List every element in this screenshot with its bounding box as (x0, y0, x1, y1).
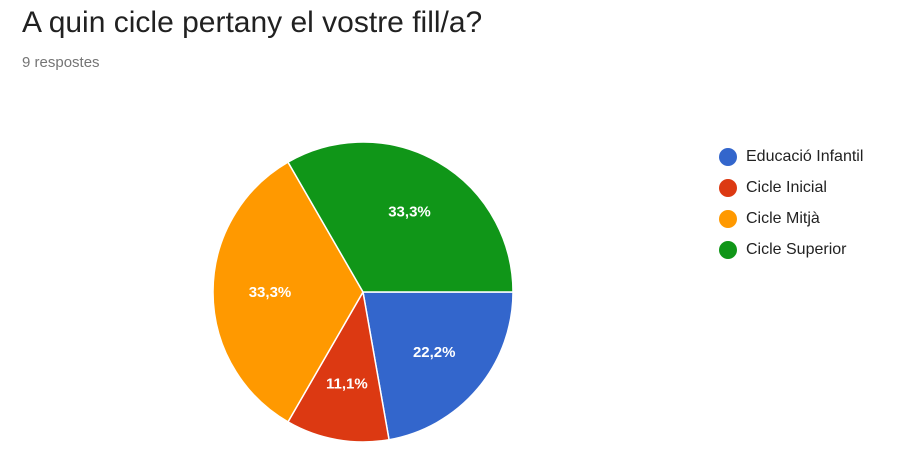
slice-label: 33,3% (388, 203, 431, 220)
legend-swatch-icon (719, 178, 737, 197)
response-count: 9 respostes (22, 54, 100, 71)
pie-slice-educaci-infantil[interactable] (362, 291, 514, 441)
legend-swatch-icon (719, 240, 737, 259)
chart-title: A quin cicle pertany el vostre fill/a? (22, 6, 483, 39)
legend-label: Cicle Superior (746, 240, 847, 258)
legend-label: Cicle Mitjà (746, 209, 820, 227)
legend-item[interactable]: Educació Infantil (719, 141, 863, 172)
slice-label: 33,3% (249, 284, 292, 301)
legend-swatch-icon (719, 147, 737, 166)
pie-slice-cicle-inicial[interactable] (286, 289, 390, 443)
pie-slice-cicle-mitj-[interactable] (212, 161, 364, 423)
legend-label: Educació Infantil (746, 147, 864, 165)
legend-item[interactable]: Cicle Superior (719, 234, 863, 265)
legend-label: Cicle Inicial (746, 178, 827, 196)
chart-legend: Educació Infantil Cicle Inicial Cicle Mitj… (719, 141, 863, 265)
legend-item[interactable]: Cicle Mitjà (719, 203, 863, 234)
pie-slice-cicle-superior[interactable] (286, 141, 514, 293)
legend-swatch-icon (719, 209, 737, 228)
slice-label: 22,2% (413, 344, 456, 361)
slice-label: 11,1% (326, 376, 368, 393)
legend-item[interactable]: Cicle Inicial (719, 172, 863, 203)
